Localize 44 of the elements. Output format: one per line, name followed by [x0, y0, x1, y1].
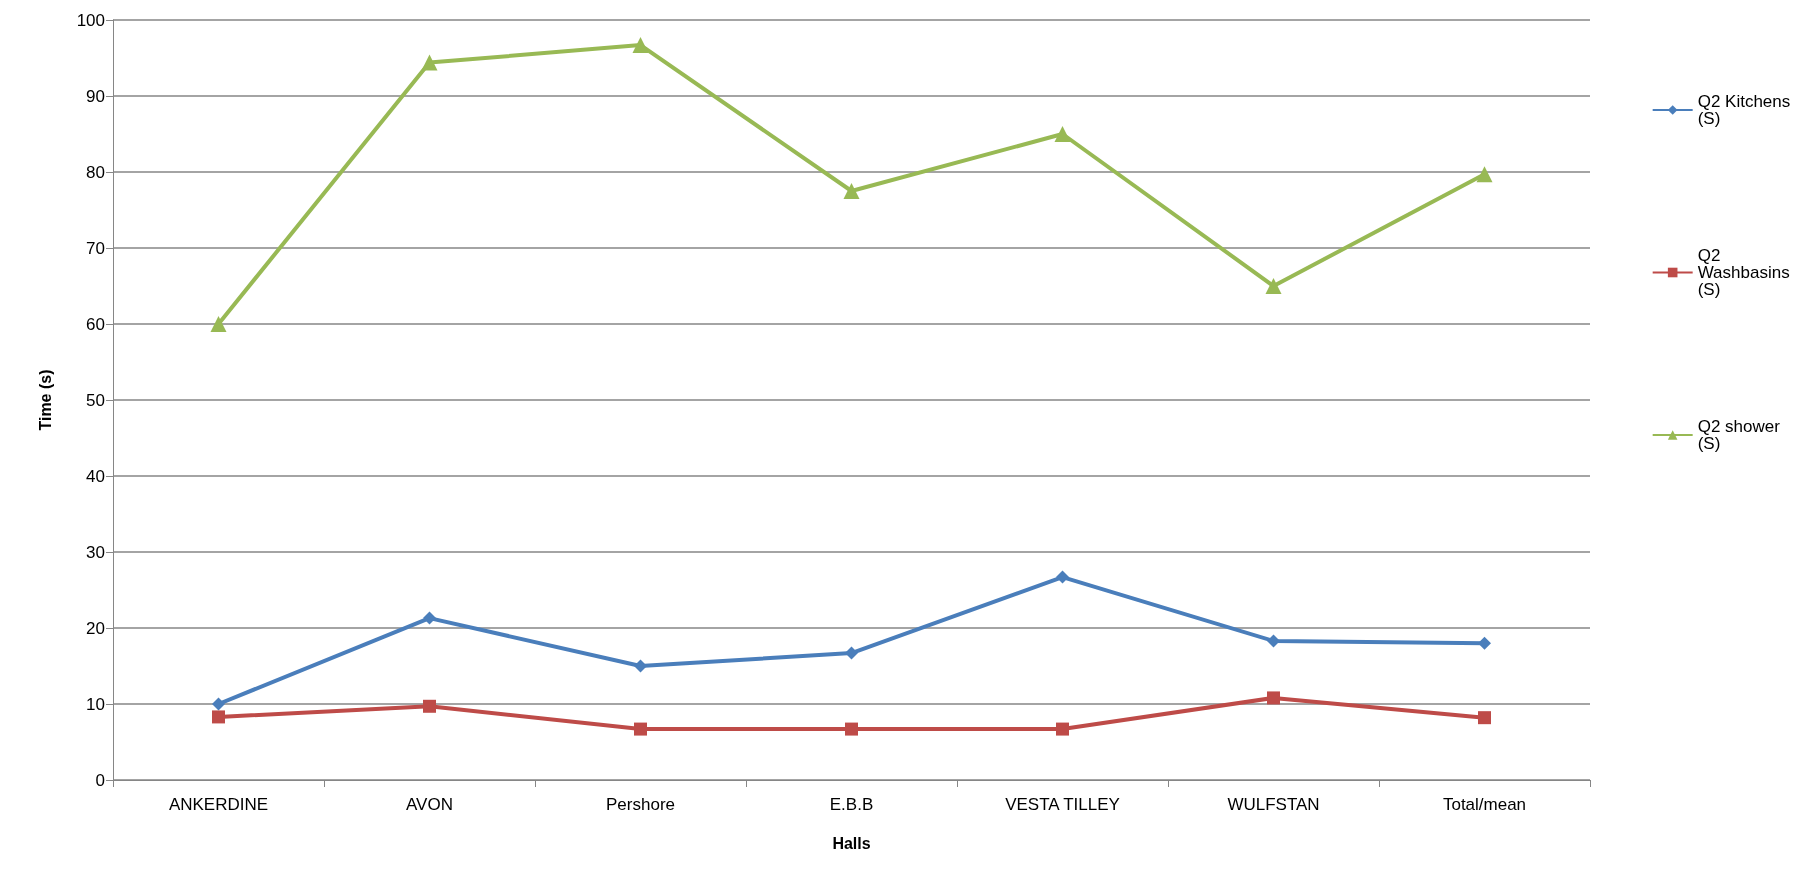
y-tick-label: 50 [86, 390, 105, 410]
legend-label: Q2 shower (S) [1697, 417, 1785, 453]
x-axis-title: Halls [832, 834, 871, 852]
point [634, 659, 647, 673]
point [421, 54, 438, 71]
point [1478, 711, 1491, 725]
point [1267, 634, 1280, 648]
y-tick-label: 70 [86, 238, 105, 258]
y-tick-label: 30 [86, 542, 105, 562]
y-tick-label: 10 [86, 694, 105, 714]
point [212, 697, 225, 711]
y-axis-title: Time (s) [36, 369, 54, 431]
point [845, 722, 858, 736]
x-tick-label: E.B.B [829, 795, 874, 814]
y-tick-label: 60 [86, 314, 105, 334]
point [212, 710, 225, 724]
point [843, 183, 860, 199]
y-tick-label: 20 [86, 618, 105, 638]
point [845, 646, 858, 660]
point [423, 611, 436, 625]
y-tick-label: 40 [86, 466, 105, 486]
point [1476, 166, 1493, 183]
point [423, 699, 436, 713]
point [210, 316, 227, 332]
point [1054, 126, 1071, 142]
x-tick-label: WULFSTAN [1227, 795, 1320, 814]
x-tick-label: Pershore [606, 795, 675, 814]
point [1267, 691, 1280, 705]
point [1056, 722, 1069, 736]
legend-label: Q2 Washbasins (S) [1697, 246, 1795, 299]
x-tick-label: AVON [406, 795, 453, 814]
point [1265, 278, 1282, 294]
x-tick-label: ANKERDINE [168, 795, 269, 814]
point [632, 37, 649, 54]
point [1478, 636, 1491, 650]
x-tick-label: VESTA TILLEY [1005, 795, 1120, 814]
x-tick-label: Total/mean [1442, 795, 1527, 814]
point [634, 722, 647, 736]
y-tick-label: 90 [86, 86, 105, 106]
y-tick-label: 0 [95, 770, 105, 790]
point [1056, 570, 1069, 584]
y-tick-label: 80 [86, 162, 105, 182]
legend-label: Q2 Kitchens (S) [1697, 92, 1795, 128]
y-tick-label: 100 [76, 10, 105, 30]
